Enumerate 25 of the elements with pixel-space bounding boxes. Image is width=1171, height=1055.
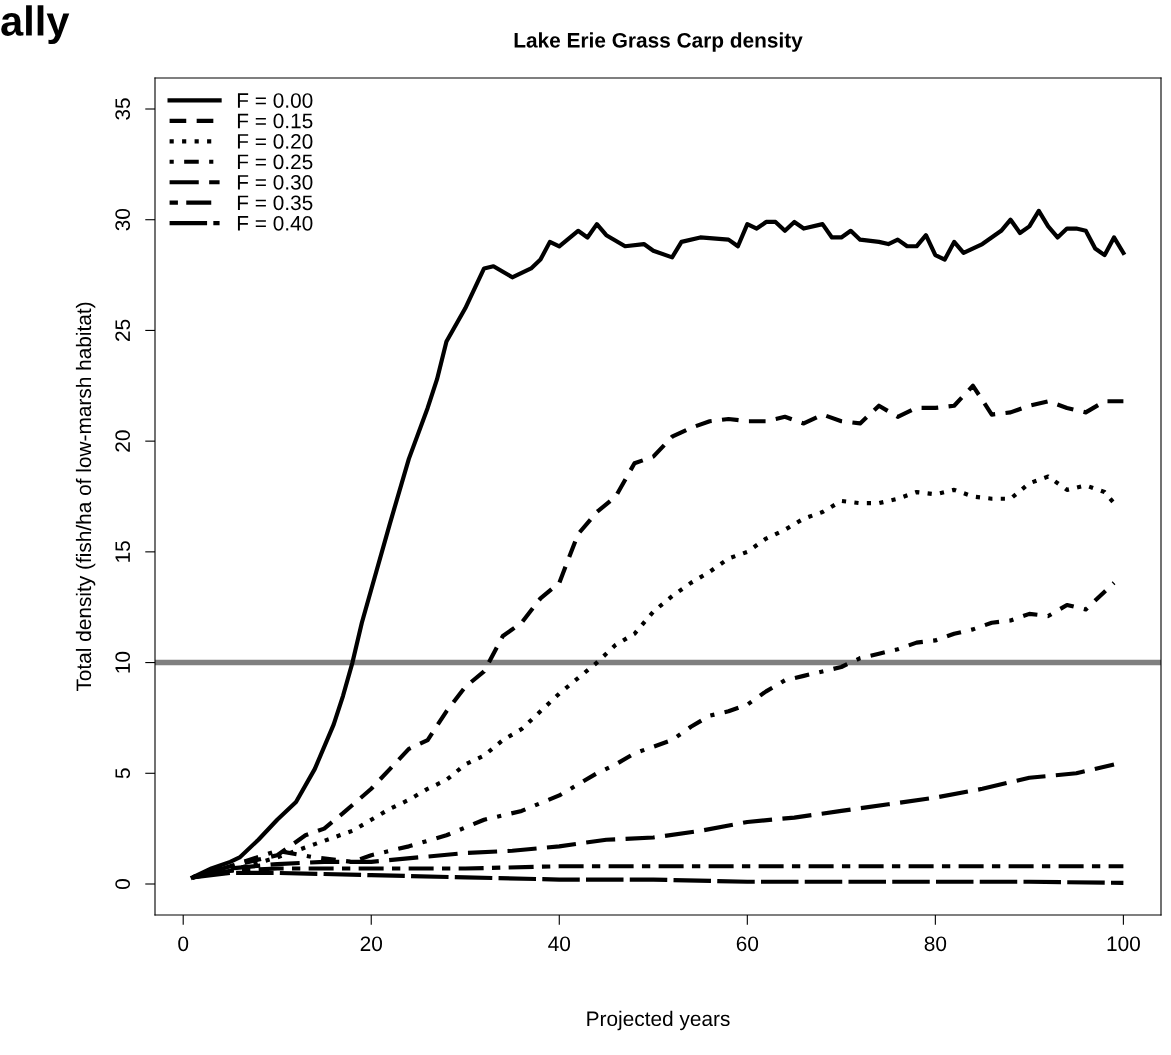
- legend-label: F = 0.00: [237, 93, 313, 108]
- x-tick-label: 40: [548, 936, 571, 952]
- y-tick-label: 30: [115, 208, 131, 231]
- legend-label: F = 0.35: [237, 195, 313, 211]
- y-tick-label: 5: [115, 768, 131, 779]
- text: ally: [1, 5, 70, 45]
- x-tick-label: 60: [736, 936, 759, 952]
- chart-title: Lake Erie Grass Carp density: [514, 32, 803, 52]
- legend-label: F = 0.15: [237, 113, 313, 129]
- y-tick-label: 15: [115, 541, 131, 562]
- legend-label: F = 0.40: [237, 215, 313, 231]
- y-tick-label: 20: [115, 430, 131, 452]
- y-tick-label: 10: [115, 651, 131, 673]
- y-tick-label: 35: [115, 98, 131, 120]
- legend-label: F = 0.20: [237, 134, 313, 149]
- x-tick-label: 80: [924, 936, 947, 952]
- legend-label: F = 0.30: [237, 174, 313, 190]
- x-tick-label: 0: [178, 936, 189, 952]
- y-tick-label: 25: [115, 319, 131, 341]
- y-axis-title: Total density (fish/ha of low-marsh habitat): [75, 302, 96, 692]
- y-tick-label: 0: [115, 879, 131, 889]
- x-tick-label: 20: [360, 936, 383, 952]
- x-axis-title: Projected years: [587, 1010, 730, 1031]
- legend-label: F = 0.25: [237, 154, 313, 170]
- x-tick-label: 100: [1107, 936, 1140, 952]
